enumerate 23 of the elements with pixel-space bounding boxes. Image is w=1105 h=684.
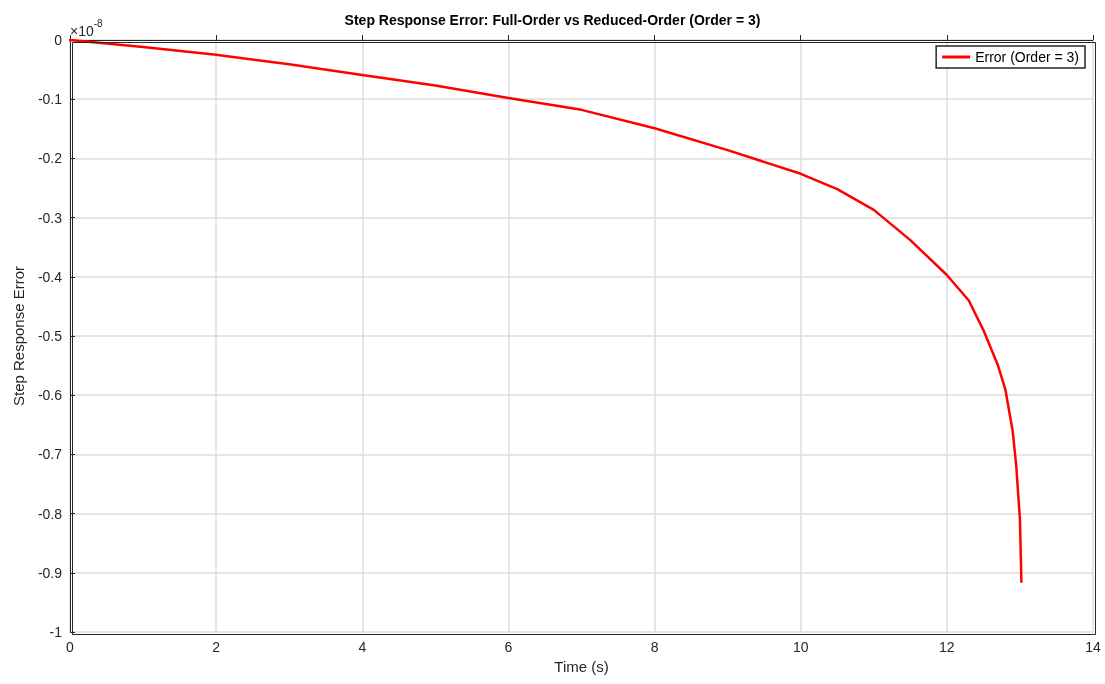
x-tick-label: 4 <box>358 639 367 655</box>
x-tick-label: 14 <box>1085 639 1101 655</box>
legend-label: Error (Order = 3) <box>975 49 1080 65</box>
x-tick-label: 0 <box>66 639 75 655</box>
y-tick-label: -0.2 <box>37 150 63 167</box>
x-tick-label: 2 <box>212 639 221 655</box>
chart-title: Step Response Error: Full-Order vs Reduced-Order (Order = 3) <box>344 12 761 28</box>
x-tick-label: 12 <box>939 639 955 655</box>
y-axis-title: Step Response Error <box>10 265 27 407</box>
x-tick-label: 6 <box>504 639 513 655</box>
y-tick-label: -0.1 <box>37 91 63 108</box>
y-tick-label: -0.6 <box>37 387 63 404</box>
y-tick-label: -0.9 <box>37 564 63 581</box>
y-tick-label: -0.7 <box>37 446 63 463</box>
y-tick-label: -0.8 <box>37 505 63 522</box>
y-tick-label: -1 <box>49 624 63 640</box>
y-tick-label: -0.4 <box>37 268 63 285</box>
y-tick-label: -0.3 <box>37 209 63 226</box>
x-tick-label: 10 <box>792 639 809 655</box>
x-axis-title: Time (s) <box>554 657 609 675</box>
y-tick-label: -0.5 <box>37 328 63 344</box>
x-tick-label: 8 <box>650 639 659 655</box>
y-tick-label: 0 <box>54 32 63 48</box>
